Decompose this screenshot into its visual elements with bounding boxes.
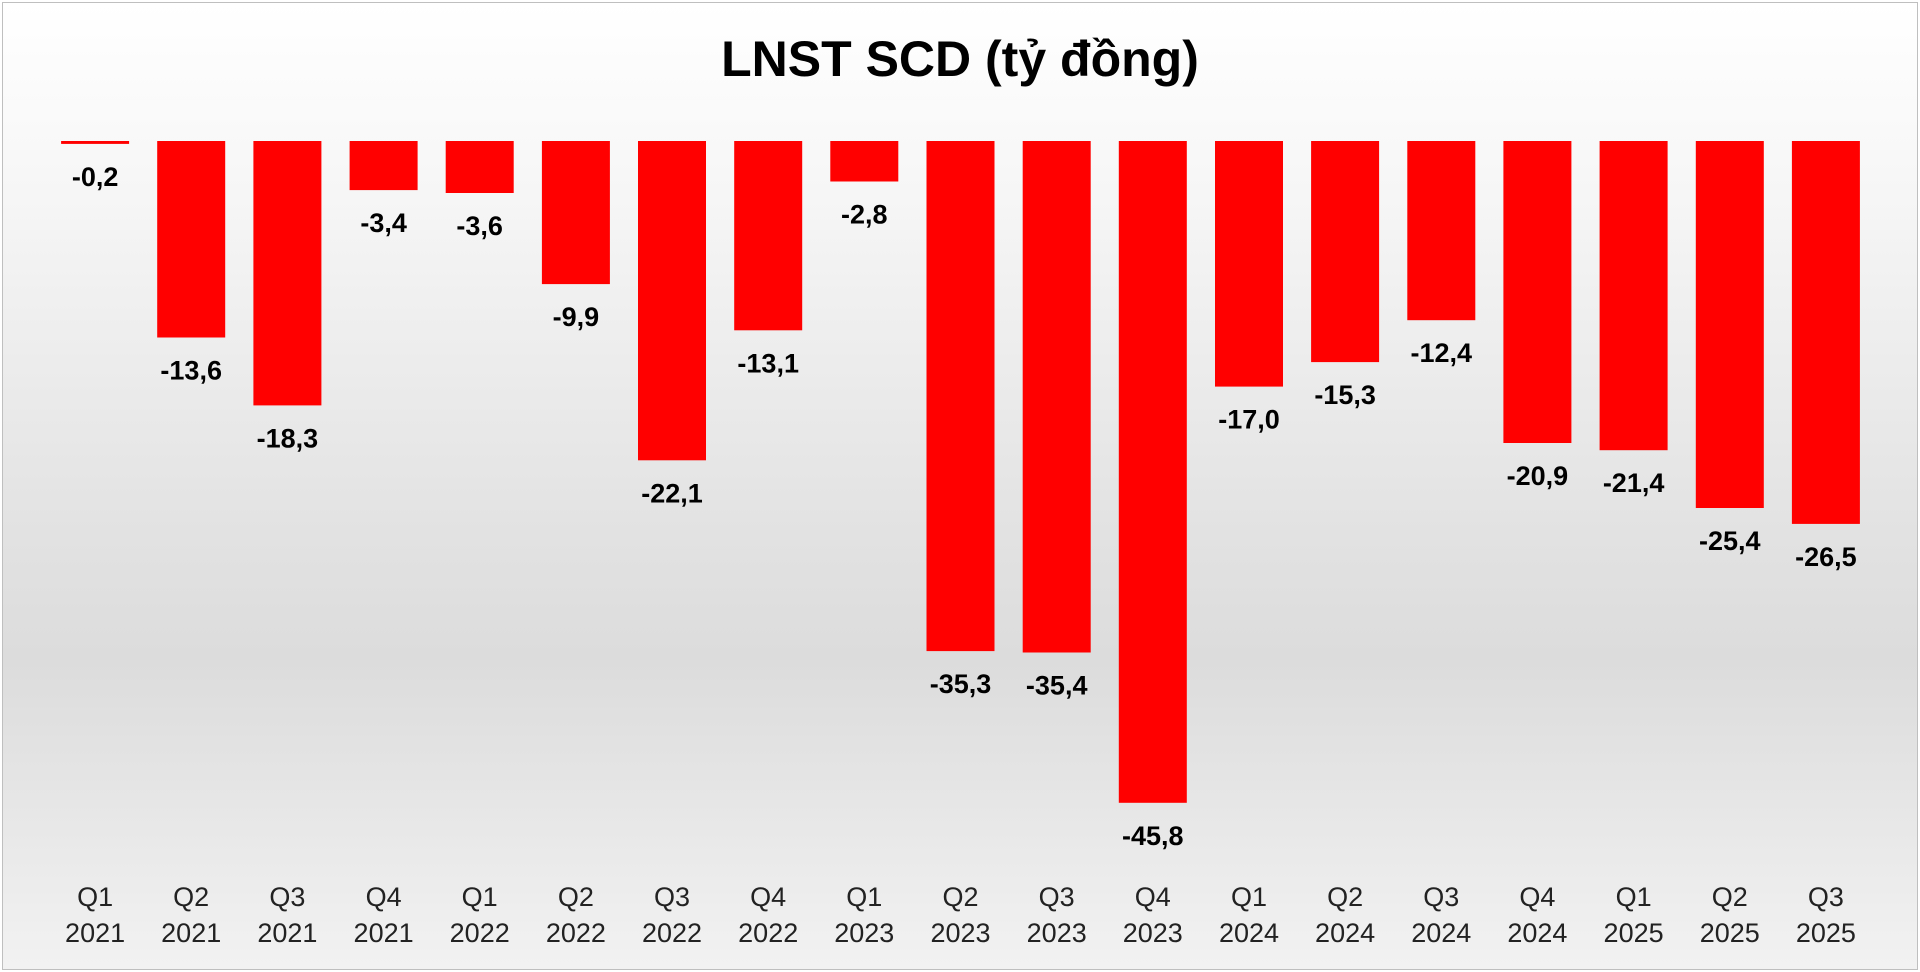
data-label: -3,4 [360, 208, 407, 238]
data-label: -45,8 [1122, 821, 1184, 851]
data-label: -0,2 [72, 162, 119, 192]
data-label: -17,0 [1218, 405, 1280, 435]
bar-q4-2023 [1118, 141, 1187, 803]
data-label: -3,6 [456, 211, 503, 241]
x-tick-label: Q3 2021 [257, 882, 317, 948]
bar-q3-2025 [1791, 141, 1860, 524]
bar-q1-2024 [1215, 141, 1283, 387]
bar-q4-2022 [734, 141, 803, 331]
data-label: -26,5 [1795, 542, 1857, 572]
data-label: -18,3 [257, 423, 319, 453]
bar-q4-2021 [349, 141, 418, 191]
bar-q2-2025 [1695, 141, 1764, 508]
bar-q4-2024 [1503, 141, 1572, 443]
data-label: -15,3 [1314, 380, 1376, 410]
x-tick-label: Q3 2023 [1027, 882, 1087, 948]
x-tick-label: Q3 2022 [642, 882, 702, 948]
x-tick-label: Q1 2023 [834, 882, 894, 948]
bar-q2-2023 [926, 141, 995, 652]
data-label: -12,4 [1411, 338, 1473, 368]
bar-q3-2021 [253, 141, 322, 406]
x-tick-label: Q4 2022 [738, 882, 798, 948]
bar-q2-2021 [157, 141, 226, 338]
x-tick-label: Q4 2024 [1507, 882, 1567, 948]
bar-q2-2022 [541, 141, 610, 285]
data-label: -20,9 [1507, 461, 1569, 491]
x-tick-label: Q3 2024 [1411, 882, 1471, 948]
data-label: -21,4 [1603, 468, 1665, 498]
x-tick-label: Q2 2025 [1700, 882, 1760, 948]
bar-q1-2025 [1599, 141, 1668, 451]
bar-q1-2021 [61, 141, 130, 144]
x-tick-label: Q1 2021 [65, 882, 125, 948]
data-label: -9,9 [553, 302, 600, 332]
data-label: -13,1 [737, 348, 799, 378]
bar-q3-2024 [1407, 141, 1476, 321]
x-tick-label: Q4 2021 [354, 882, 414, 948]
data-label: -25,4 [1699, 526, 1761, 556]
x-tick-label: Q4 2023 [1123, 882, 1183, 948]
x-tick-label: Q2 2021 [161, 882, 221, 948]
bar-q3-2022 [638, 141, 706, 461]
data-label: -13,6 [160, 356, 222, 386]
data-label: -35,4 [1026, 671, 1088, 701]
x-tick-label: Q1 2022 [450, 882, 510, 948]
bar-q1-2022 [445, 141, 514, 193]
x-tick-label: Q2 2022 [546, 882, 606, 948]
chart-title: LNST SCD (tỷ đồng) [721, 31, 1199, 87]
x-tick-label: Q2 2023 [930, 882, 990, 948]
x-tick-label: Q1 2025 [1604, 882, 1664, 948]
x-tick-label: Q3 2025 [1796, 882, 1856, 948]
bar-q2-2024 [1311, 141, 1380, 363]
data-label: -35,3 [930, 669, 992, 699]
bar-q3-2023 [1022, 141, 1091, 653]
data-label: -2,8 [841, 200, 888, 230]
x-tick-label: Q1 2024 [1219, 882, 1279, 948]
data-label: -22,1 [641, 478, 703, 508]
bar-q1-2023 [830, 141, 899, 182]
x-tick-label: Q2 2024 [1315, 882, 1375, 948]
